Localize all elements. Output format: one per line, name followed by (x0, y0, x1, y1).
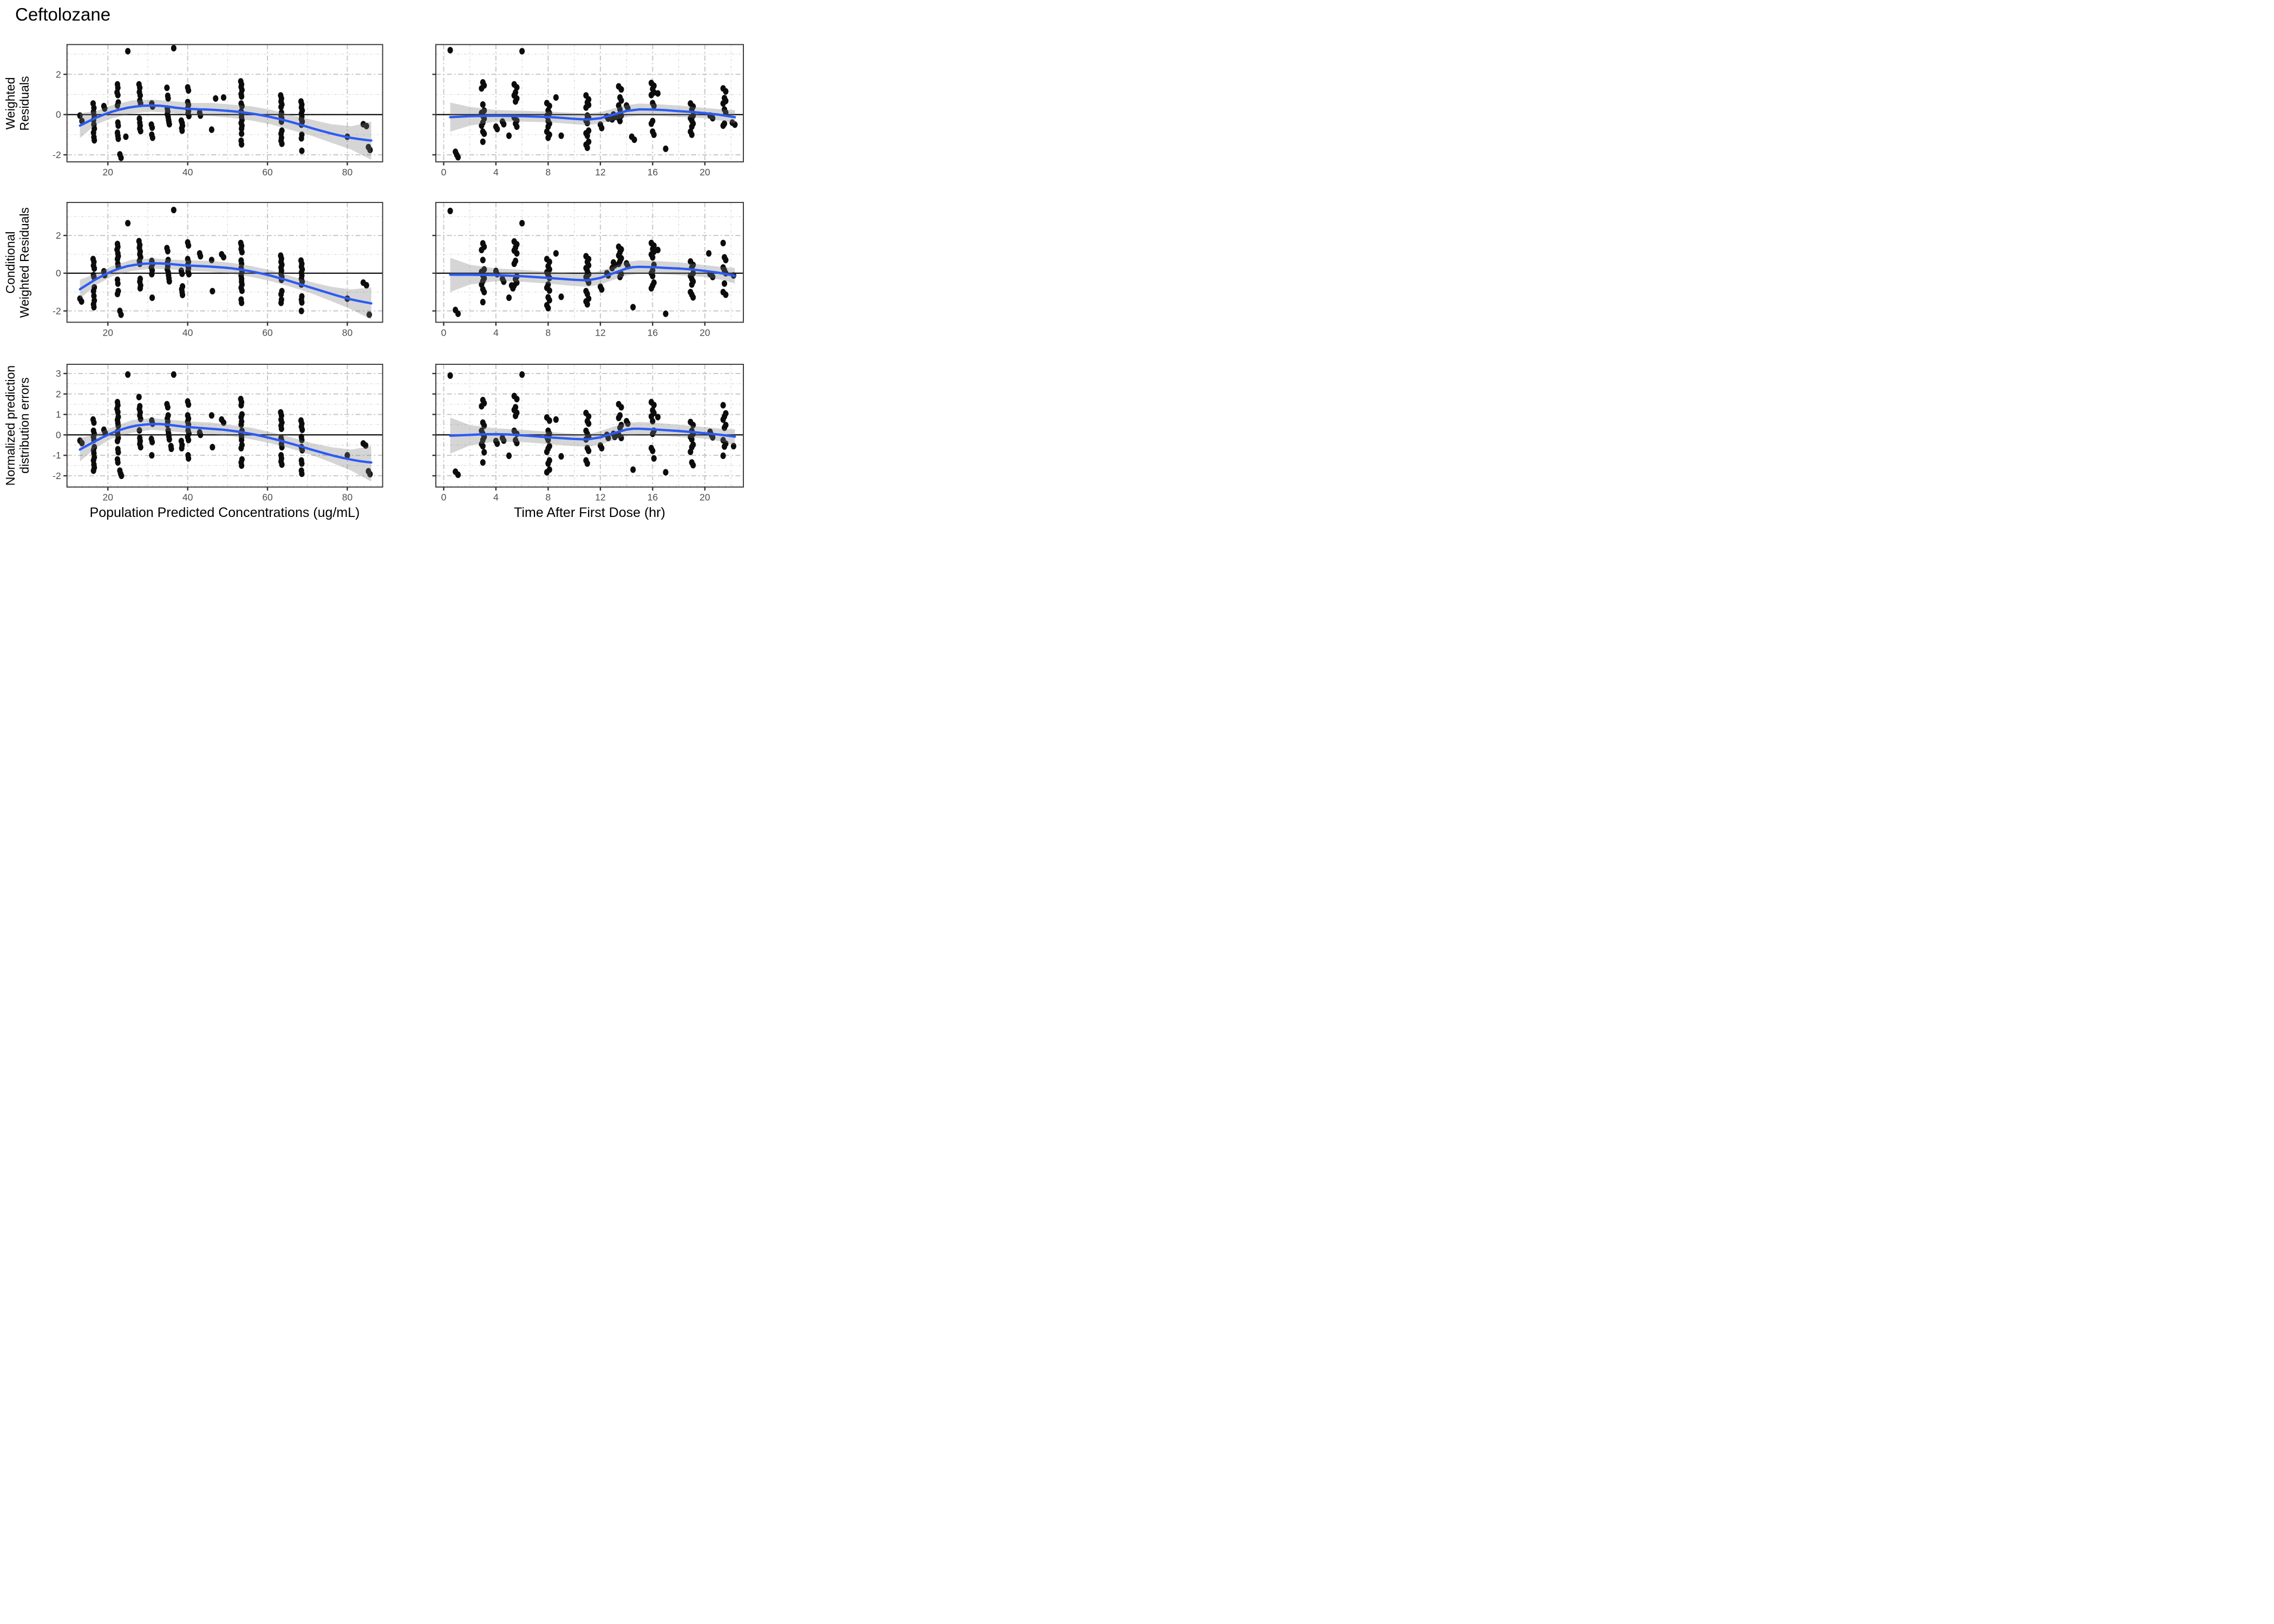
y-tick-label: 3 (56, 368, 61, 379)
x-tick-label: 4 (493, 327, 499, 338)
panel-wres-vs-time: 0 4 8 12 16 20 (432, 44, 744, 178)
x-tick-label: 0 (441, 167, 447, 178)
x-tick-label: 40 (182, 492, 193, 503)
panel-border (435, 364, 744, 488)
x-tick-label: 80 (342, 167, 353, 178)
loess-smooth-line (79, 262, 373, 305)
loess-smooth-line (79, 104, 373, 142)
x-tick-label: 80 (342, 327, 353, 338)
y-tick-label: -2 (53, 305, 61, 316)
loess-smooth-line (449, 427, 736, 441)
x-tick-label: 20 (103, 327, 114, 338)
confidence-ribbon (450, 258, 735, 292)
loess-smooth-line (449, 265, 736, 282)
x-tick-label: 60 (262, 327, 273, 338)
loess-smooth-line (79, 423, 373, 464)
panel-border (66, 44, 383, 162)
x-tick-label: 0 (441, 492, 447, 503)
diagnostics-figure: Ceftolozane Weighted Residuals Condition… (0, 0, 758, 541)
panel-border (435, 44, 744, 162)
panel-npde-vs-pred: 20 40 60 80 -2 -1 0 1 2 3 (53, 364, 383, 503)
panel-border (66, 364, 383, 488)
x-tick-label: 20 (103, 492, 114, 503)
x-tick-label: 40 (182, 327, 193, 338)
panel-cwres-vs-time: 0 4 8 12 16 20 (432, 202, 744, 338)
x-tick-label: 20 (700, 492, 710, 503)
panel-border (435, 202, 744, 323)
x-tick-label: 16 (648, 327, 658, 338)
y-tick-label: 2 (56, 230, 61, 241)
xlabel-time-after-first-dose: Time After First Dose (hr) (514, 505, 665, 520)
x-tick-label: 4 (493, 492, 499, 503)
panel-cwres-vs-pred: 20 40 60 80 -2 0 2 (53, 202, 383, 338)
y-tick-label: 0 (56, 109, 61, 120)
y-tick-label: 2 (56, 69, 61, 80)
y-tick-label: -2 (53, 149, 61, 160)
y-tick-label: 1 (56, 409, 61, 420)
loess-smooth-line (449, 108, 736, 121)
x-tick-label: 0 (441, 327, 447, 338)
x-tick-label: 60 (262, 492, 273, 503)
x-tick-label: 16 (648, 167, 658, 178)
y-tick-label: -1 (53, 450, 61, 461)
panel-npde-vs-time: 0 4 8 12 16 20 (432, 364, 744, 503)
x-tick-label: 12 (595, 167, 605, 178)
x-tick-label: 40 (182, 167, 193, 178)
y-tick-label: -2 (53, 470, 61, 481)
y-tick-label: 0 (56, 429, 61, 440)
x-tick-label: 16 (648, 492, 658, 503)
panel-wres-vs-pred: 20 40 60 80 -2 0 2 (53, 44, 383, 178)
x-tick-label: 20 (700, 327, 710, 338)
y-tick-label: 2 (56, 389, 61, 400)
x-tick-label: 60 (262, 167, 273, 178)
y-tick-label: 0 (56, 268, 61, 279)
x-tick-label: 8 (546, 327, 551, 338)
figure-title: Ceftolozane (15, 4, 111, 24)
x-tick-label: 8 (546, 492, 551, 503)
x-tick-label: 8 (546, 167, 551, 178)
x-tick-label: 80 (342, 492, 353, 503)
xlabel-population-predicted-concentrations: Population Predicted Concentrations (ug/… (89, 505, 360, 520)
confidence-ribbon (450, 417, 735, 454)
x-tick-label: 12 (595, 327, 605, 338)
scatter-points (447, 371, 737, 479)
x-tick-label: 4 (493, 167, 499, 178)
x-tick-label: 20 (700, 167, 710, 178)
panel-border (66, 202, 383, 323)
x-tick-label: 20 (103, 167, 114, 178)
x-tick-label: 12 (595, 492, 605, 503)
